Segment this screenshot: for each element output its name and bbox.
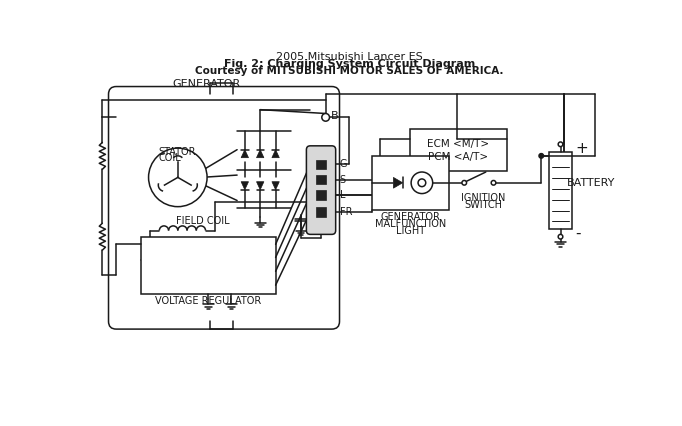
Text: COIL: COIL bbox=[158, 153, 181, 163]
Text: SWITCH: SWITCH bbox=[464, 200, 503, 210]
Bar bbox=[316, 190, 327, 200]
FancyBboxPatch shape bbox=[108, 86, 340, 329]
Circle shape bbox=[411, 172, 432, 193]
Polygon shape bbox=[272, 182, 280, 190]
Polygon shape bbox=[256, 150, 264, 158]
Polygon shape bbox=[256, 182, 264, 190]
Circle shape bbox=[149, 148, 207, 207]
Bar bbox=[549, 152, 572, 229]
Text: 2005 Mitsubishi Lancer ES: 2005 Mitsubishi Lancer ES bbox=[276, 52, 423, 62]
Polygon shape bbox=[241, 182, 248, 190]
Polygon shape bbox=[272, 150, 280, 158]
Text: VOLTAGE REGULATOR: VOLTAGE REGULATOR bbox=[155, 296, 261, 305]
Text: GENERATOR: GENERATOR bbox=[381, 213, 441, 222]
Text: FIELD COIL: FIELD COIL bbox=[175, 216, 229, 226]
Circle shape bbox=[322, 113, 329, 121]
Circle shape bbox=[462, 181, 466, 185]
Text: IGNITION: IGNITION bbox=[461, 193, 505, 203]
Text: STATOR: STATOR bbox=[158, 147, 196, 157]
FancyBboxPatch shape bbox=[306, 146, 336, 234]
Text: S: S bbox=[340, 175, 346, 185]
Bar bbox=[372, 156, 449, 210]
Text: FR: FR bbox=[340, 207, 352, 217]
Text: L: L bbox=[340, 190, 345, 200]
Text: +: + bbox=[575, 141, 588, 155]
Bar bbox=[316, 175, 327, 184]
Text: -: - bbox=[576, 225, 581, 240]
Text: Courtesy of MITSUBISHI MOTOR SALES OF AMERICA.: Courtesy of MITSUBISHI MOTOR SALES OF AM… bbox=[195, 66, 504, 76]
Circle shape bbox=[558, 234, 563, 239]
Text: LIGHT: LIGHT bbox=[396, 226, 425, 236]
Text: G: G bbox=[340, 159, 347, 169]
Polygon shape bbox=[394, 177, 402, 188]
Bar bbox=[141, 237, 276, 294]
Text: GENERATOR: GENERATOR bbox=[172, 79, 241, 89]
Text: B: B bbox=[331, 111, 339, 121]
Circle shape bbox=[418, 179, 426, 187]
Text: BATTERY: BATTERY bbox=[567, 178, 615, 188]
Text: Fig. 2: Charging System Circuit Diagram: Fig. 2: Charging System Circuit Diagram bbox=[224, 59, 475, 69]
Bar bbox=[316, 207, 327, 217]
Text: ECM <M/T>: ECM <M/T> bbox=[428, 139, 490, 149]
Circle shape bbox=[558, 142, 563, 147]
Circle shape bbox=[539, 153, 544, 158]
Bar bbox=[411, 129, 507, 171]
Circle shape bbox=[491, 181, 496, 185]
Text: MALFUNCTION: MALFUNCTION bbox=[374, 219, 446, 229]
Bar bbox=[316, 160, 327, 169]
Polygon shape bbox=[241, 150, 248, 158]
Text: PCM <A/T>: PCM <A/T> bbox=[428, 153, 488, 162]
